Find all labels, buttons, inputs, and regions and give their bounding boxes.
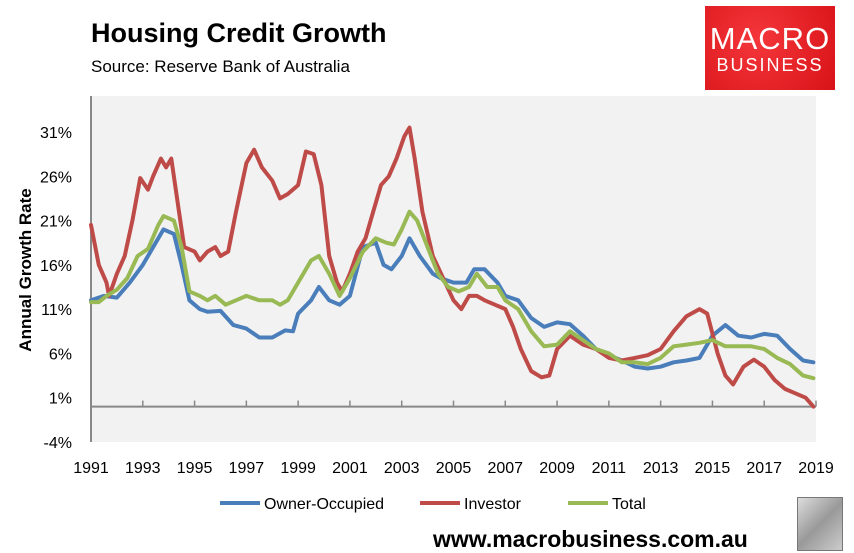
x-tick-label: 2015 xyxy=(695,460,731,477)
macrobusiness-logo: MACRO BUSINESS xyxy=(705,6,835,90)
y-tick-label: 11% xyxy=(41,302,72,319)
x-tick-label: 2005 xyxy=(436,460,472,477)
x-tick-label: 2003 xyxy=(384,460,420,477)
x-tick-label: 2019 xyxy=(798,460,834,477)
x-tick-label: 2011 xyxy=(592,460,627,477)
y-tick-label: 21% xyxy=(40,214,72,231)
wolf-logo-image xyxy=(797,497,843,551)
series-line-investor xyxy=(89,125,816,409)
plot-area xyxy=(91,96,816,442)
x-tick-label: 2001 xyxy=(332,460,368,477)
legend-label: Investor xyxy=(464,496,522,513)
chart-subtitle: Source: Reserve Bank of Australia xyxy=(91,57,350,76)
y-tick-label: -4% xyxy=(44,435,72,452)
x-tick-label: 1993 xyxy=(125,460,161,477)
legend-label: Owner-Occupied xyxy=(264,496,384,513)
x-tick-label: 1991 xyxy=(73,460,109,477)
x-tick-label: 1999 xyxy=(280,460,316,477)
y-tick-label: 26% xyxy=(40,169,72,186)
legend-label: Total xyxy=(612,496,646,513)
y-tick-label: 1% xyxy=(49,391,72,408)
y-tick-label: 6% xyxy=(49,346,72,363)
y-tick-label: 31% xyxy=(40,125,72,142)
y-tick-label: 16% xyxy=(40,258,72,275)
website-url: www.macrobusiness.com.au xyxy=(433,526,748,552)
chart-title: Housing Credit Growth xyxy=(91,18,387,48)
series-line-owner-occupied xyxy=(89,227,816,371)
x-tick-label: 2013 xyxy=(643,460,679,477)
series-line-total xyxy=(89,209,816,381)
x-tick-label: 2017 xyxy=(746,460,782,477)
x-tick-label: 1995 xyxy=(177,460,213,477)
y-axis-label: Annual Growth Rate xyxy=(16,188,35,351)
logo-line2: BUSINESS xyxy=(716,55,824,75)
x-tick-label: 2007 xyxy=(487,460,523,477)
x-tick-label: 2009 xyxy=(539,460,575,477)
logo-line1: MACRO xyxy=(709,21,831,56)
x-tick-label: 1997 xyxy=(229,460,265,477)
